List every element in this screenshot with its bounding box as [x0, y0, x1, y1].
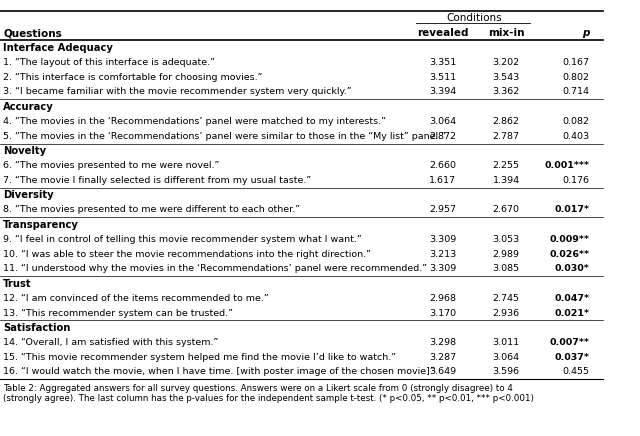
- Text: Table 2: Aggregated answers for all survey questions. Answers were on a Likert s: Table 2: Aggregated answers for all surv…: [3, 384, 534, 403]
- Text: 3.287: 3.287: [429, 353, 456, 362]
- Text: 3.053: 3.053: [493, 235, 520, 244]
- Text: 3.064: 3.064: [493, 353, 520, 362]
- Text: Trust: Trust: [3, 279, 31, 289]
- Text: 3.213: 3.213: [429, 249, 456, 259]
- Text: p: p: [582, 28, 589, 38]
- Text: 0.714: 0.714: [563, 88, 589, 96]
- Text: 0.021*: 0.021*: [554, 309, 589, 317]
- Text: 3. “I became familiar with the movie recommender system very quickly.”: 3. “I became familiar with the movie rec…: [3, 88, 351, 96]
- Text: Satisfaction: Satisfaction: [3, 323, 70, 333]
- Text: 10. “I was able to steer the movie recommendations into the right direction.”: 10. “I was able to steer the movie recom…: [3, 249, 371, 259]
- Text: 11. “I understood why the movies in the ‘Recommendations’ panel were recommended: 11. “I understood why the movies in the …: [3, 264, 427, 273]
- Text: 13. “This recommender system can be trusted.”: 13. “This recommender system can be trus…: [3, 309, 233, 317]
- Text: Accuracy: Accuracy: [3, 102, 54, 112]
- Text: 3.394: 3.394: [429, 88, 456, 96]
- Text: 0.001***: 0.001***: [545, 161, 589, 170]
- Text: 2.670: 2.670: [493, 205, 520, 215]
- Text: 9. “I feel in control of telling this movie recommender system what I want.”: 9. “I feel in control of telling this mo…: [3, 235, 362, 244]
- Text: Transparency: Transparency: [3, 220, 79, 230]
- Text: 0.007**: 0.007**: [549, 338, 589, 347]
- Text: Diversity: Diversity: [3, 190, 54, 200]
- Text: 1.394: 1.394: [493, 176, 520, 185]
- Text: 0.176: 0.176: [563, 176, 589, 185]
- Text: Novelty: Novelty: [3, 146, 46, 156]
- Text: 0.030*: 0.030*: [554, 264, 589, 273]
- Text: 3.170: 3.170: [429, 309, 456, 317]
- Text: 0.167: 0.167: [563, 58, 589, 67]
- Text: 0.455: 0.455: [563, 368, 589, 376]
- Text: 2.936: 2.936: [493, 309, 520, 317]
- Text: 3.309: 3.309: [429, 235, 456, 244]
- Text: 2.968: 2.968: [429, 294, 456, 303]
- Text: 3.064: 3.064: [429, 117, 456, 126]
- Text: 3.362: 3.362: [493, 88, 520, 96]
- Text: 2.872: 2.872: [429, 132, 456, 141]
- Text: Interface Adequacy: Interface Adequacy: [3, 43, 113, 53]
- Text: 0.047*: 0.047*: [554, 294, 589, 303]
- Text: Questions: Questions: [3, 28, 62, 38]
- Text: 2.255: 2.255: [493, 161, 520, 170]
- Text: 3.309: 3.309: [429, 264, 456, 273]
- Text: 8. “The movies presented to me were different to each other.”: 8. “The movies presented to me were diff…: [3, 205, 300, 215]
- Text: 3.596: 3.596: [493, 368, 520, 376]
- Text: 6. “The movies presented to me were novel.”: 6. “The movies presented to me were nove…: [3, 161, 220, 170]
- Text: 2. “This interface is comfortable for choosing movies.”: 2. “This interface is comfortable for ch…: [3, 73, 262, 82]
- Text: 3.543: 3.543: [493, 73, 520, 82]
- Text: 3.085: 3.085: [493, 264, 520, 273]
- Text: Conditions: Conditions: [447, 13, 502, 23]
- Text: 2.862: 2.862: [493, 117, 520, 126]
- Text: 12. “I am convinced of the items recommended to me.”: 12. “I am convinced of the items recomme…: [3, 294, 269, 303]
- Text: 3.298: 3.298: [429, 338, 456, 347]
- Text: 0.802: 0.802: [563, 73, 589, 82]
- Text: 3.351: 3.351: [429, 58, 456, 67]
- Text: 15. “This movie recommender system helped me find the movie I’d like to watch.”: 15. “This movie recommender system helpe…: [3, 353, 396, 362]
- Text: 2.957: 2.957: [429, 205, 456, 215]
- Text: 0.017*: 0.017*: [554, 205, 589, 215]
- Text: 3.511: 3.511: [429, 73, 456, 82]
- Text: 16. “I would watch the movie, when I have time. [with poster image of the chosen: 16. “I would watch the movie, when I hav…: [3, 368, 435, 376]
- Text: 0.403: 0.403: [562, 132, 589, 141]
- Text: 14. “Overall, I am satisfied with this system.”: 14. “Overall, I am satisfied with this s…: [3, 338, 218, 347]
- Text: 0.037*: 0.037*: [554, 353, 589, 362]
- Text: 2.660: 2.660: [429, 161, 456, 170]
- Text: 5. “The movies in the ‘Recommendations’ panel were similar to those in the “My l: 5. “The movies in the ‘Recommendations’ …: [3, 132, 446, 141]
- Text: 1.617: 1.617: [429, 176, 456, 185]
- Text: 4. “The movies in the ‘Recommendations’ panel were matched to my interests.”: 4. “The movies in the ‘Recommendations’ …: [3, 117, 386, 126]
- Text: 2.787: 2.787: [493, 132, 520, 141]
- Text: 2.745: 2.745: [493, 294, 520, 303]
- Text: 3.202: 3.202: [493, 58, 520, 67]
- Text: 2.989: 2.989: [493, 249, 520, 259]
- Text: 7. “The movie I finally selected is different from my usual taste.”: 7. “The movie I finally selected is diff…: [3, 176, 311, 185]
- Text: mix-in: mix-in: [488, 28, 524, 38]
- Text: revealed: revealed: [417, 28, 468, 38]
- Text: 0.082: 0.082: [563, 117, 589, 126]
- Text: 3.649: 3.649: [429, 368, 456, 376]
- Text: 0.009**: 0.009**: [549, 235, 589, 244]
- Text: 0.026**: 0.026**: [549, 249, 589, 259]
- Text: 1. “The layout of this interface is adequate.”: 1. “The layout of this interface is adeq…: [3, 58, 215, 67]
- Text: 3.011: 3.011: [493, 338, 520, 347]
